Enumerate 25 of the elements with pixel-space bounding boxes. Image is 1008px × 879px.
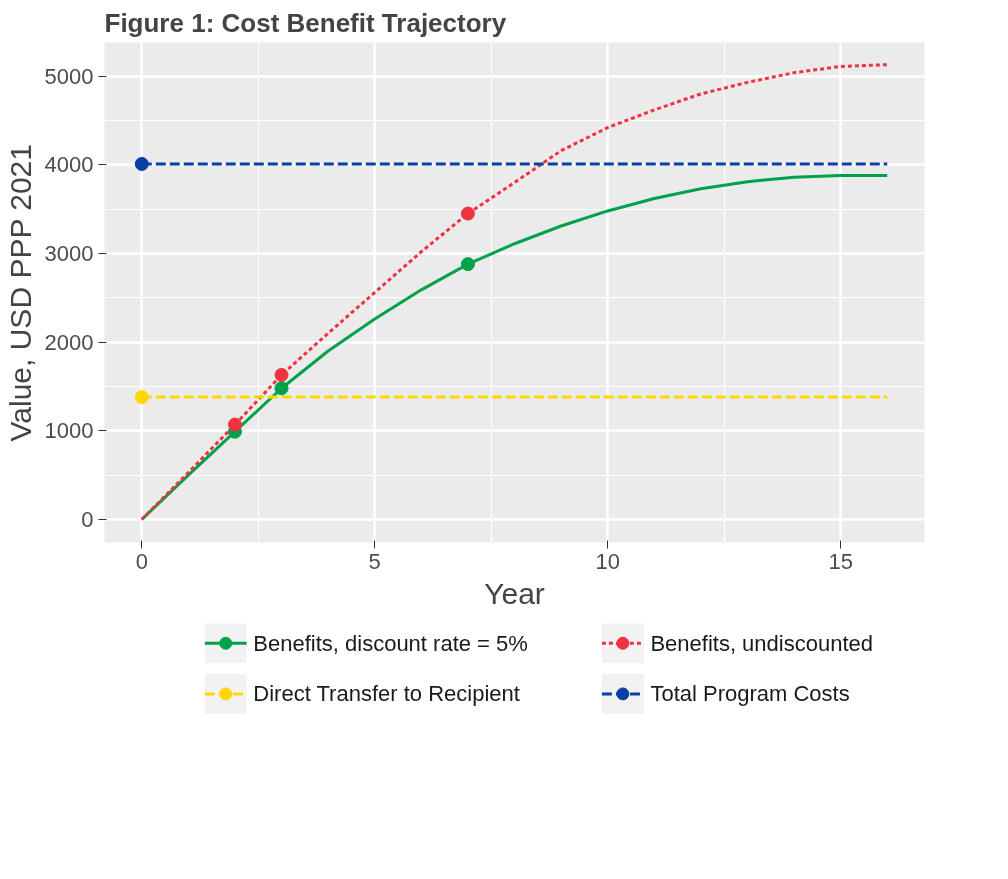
chart-title: Figure 1: Cost Benefit Trajectory bbox=[104, 7, 507, 38]
line-series bbox=[140, 63, 889, 521]
legend-label: Total Program Costs bbox=[650, 681, 850, 707]
x-tick-label: 10 bbox=[595, 548, 620, 574]
x-axis-title: Year bbox=[484, 576, 545, 610]
y-tick-label: 0 bbox=[81, 506, 94, 532]
x-tick-label: 15 bbox=[828, 548, 853, 574]
x-tick-label: 0 bbox=[135, 548, 148, 574]
point bbox=[134, 156, 149, 171]
point bbox=[274, 367, 289, 382]
y-tick-label: 1000 bbox=[44, 418, 94, 444]
y-tick-label: 5000 bbox=[44, 63, 94, 89]
point bbox=[227, 417, 242, 432]
legend-label: Benefits, discount rate = 5% bbox=[253, 630, 528, 656]
point bbox=[460, 257, 475, 272]
point bbox=[460, 206, 475, 221]
point bbox=[134, 390, 149, 405]
y-axis-title: Value, USD PPP 2021 bbox=[3, 144, 37, 442]
legend-label: Benefits, undiscounted bbox=[650, 630, 874, 656]
legend-label: Direct Transfer to Recipient bbox=[253, 681, 520, 707]
point bbox=[274, 381, 289, 396]
y-tick-label: 2000 bbox=[44, 329, 94, 355]
y-tick-label: 4000 bbox=[44, 152, 94, 178]
y-tick-label: 3000 bbox=[44, 240, 94, 266]
x-tick-label: 5 bbox=[368, 548, 381, 574]
